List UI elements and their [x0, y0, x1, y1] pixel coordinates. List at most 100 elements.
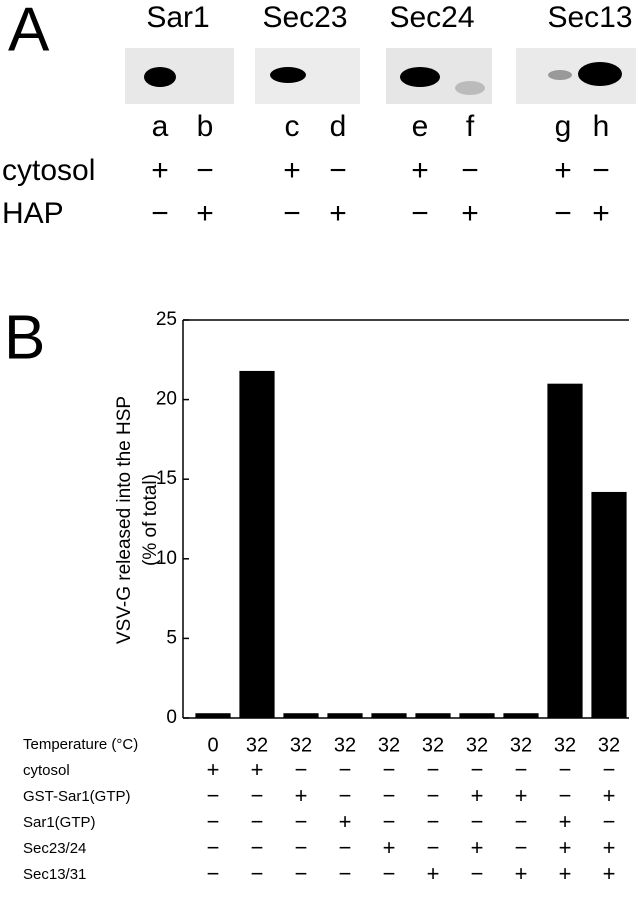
- condition-symbol: +: [603, 835, 616, 860]
- condition-symbol: −: [207, 783, 220, 808]
- condition-symbol: +: [603, 783, 616, 808]
- row-symbol: +: [554, 154, 572, 187]
- x-tick-label: 32: [334, 734, 356, 756]
- y-tick-label: 15: [156, 468, 177, 489]
- condition-symbol: +: [427, 861, 440, 886]
- condition-symbol: −: [251, 835, 264, 860]
- row-symbol: +: [411, 154, 429, 187]
- row-symbol: +: [151, 154, 169, 187]
- row-symbol: −: [151, 197, 169, 230]
- row-symbol: +: [592, 197, 610, 230]
- x-tick-label: 32: [290, 734, 312, 756]
- condition-symbol: −: [251, 861, 264, 886]
- x-tick-label: 32: [422, 734, 444, 756]
- condition-label: cytosol: [23, 762, 70, 779]
- x-tick-label: 32: [510, 734, 532, 756]
- lane-label: f: [466, 110, 475, 143]
- condition-symbol: +: [471, 835, 484, 860]
- condition-symbol: +: [559, 861, 572, 886]
- condition-symbol: −: [295, 757, 308, 782]
- y-tick-label: 10: [156, 548, 177, 569]
- protein-label: Sec13: [547, 1, 632, 34]
- condition-symbol: −: [207, 835, 220, 860]
- condition-symbol: −: [339, 783, 352, 808]
- row-symbol: +: [461, 197, 479, 230]
- condition-symbol: −: [383, 809, 396, 834]
- blot-band: [455, 81, 485, 95]
- y-tick-label: 5: [166, 627, 177, 648]
- y-axis-label: (% of total): [140, 474, 161, 566]
- x-tick-label: 32: [378, 734, 400, 756]
- condition-symbol: +: [383, 835, 396, 860]
- blots: [125, 48, 636, 104]
- y-tick-label: 0: [166, 707, 177, 728]
- protein-label: Sec23: [262, 1, 347, 34]
- lane-label: e: [412, 110, 429, 143]
- row-symbol: −: [283, 197, 301, 230]
- condition-symbol: −: [339, 835, 352, 860]
- row-symbol: −: [554, 197, 572, 230]
- condition-symbol: −: [383, 861, 396, 886]
- condition-symbol: −: [471, 757, 484, 782]
- condition-symbol: −: [383, 757, 396, 782]
- condition-symbol: −: [515, 835, 528, 860]
- condition-symbol: −: [427, 757, 440, 782]
- row-symbol: −: [461, 154, 479, 187]
- condition-symbol: −: [471, 809, 484, 834]
- condition-symbol: −: [383, 783, 396, 808]
- condition-symbol: −: [251, 809, 264, 834]
- bar: [459, 713, 495, 718]
- condition-symbol: +: [559, 809, 572, 834]
- condition-symbol: −: [295, 809, 308, 834]
- row-symbol: −: [196, 154, 214, 187]
- condition-symbol: −: [339, 861, 352, 886]
- bar: [371, 713, 407, 718]
- condition-symbol: −: [207, 861, 220, 886]
- y-axis-label: VSV-G released into the HSP: [114, 396, 135, 644]
- bar: [195, 713, 231, 718]
- bar: [547, 383, 583, 718]
- condition-symbol: −: [427, 809, 440, 834]
- blot-band: [548, 70, 572, 80]
- condition-symbol: +: [207, 757, 220, 782]
- lane-label: d: [330, 110, 347, 143]
- x-tick-label: 32: [598, 734, 620, 756]
- condition-label: Sar1(GTP): [23, 814, 96, 831]
- blot: [125, 48, 234, 104]
- condition-label: Sec13/31: [23, 866, 86, 883]
- condition-label: GST-Sar1(GTP): [23, 788, 131, 805]
- condition-symbol: −: [339, 757, 352, 782]
- row-label: cytosol: [2, 154, 95, 187]
- x-tick-label: 32: [466, 734, 488, 756]
- row-symbol: +: [196, 197, 214, 230]
- x-tick-label: 0: [207, 734, 218, 756]
- bar: [591, 491, 627, 718]
- x-tick-label: 32: [246, 734, 268, 756]
- condition-symbol: +: [251, 757, 264, 782]
- row-symbol: −: [329, 154, 347, 187]
- bar: [283, 713, 319, 718]
- condition-symbol: −: [295, 861, 308, 886]
- y-tick-label: 20: [156, 389, 177, 410]
- condition-symbol: +: [471, 783, 484, 808]
- category-axis-label: Temperature (°C): [23, 736, 138, 753]
- blot-band: [400, 67, 440, 87]
- condition-symbol: −: [515, 809, 528, 834]
- lane-label: b: [197, 110, 214, 143]
- lane-label: a: [152, 110, 169, 143]
- condition-symbol: +: [603, 861, 616, 886]
- condition-label: Sec23/24: [23, 840, 86, 857]
- condition-symbol: −: [207, 809, 220, 834]
- condition-symbol: +: [559, 835, 572, 860]
- condition-symbol: −: [427, 783, 440, 808]
- condition-symbol: −: [295, 835, 308, 860]
- condition-symbol: −: [427, 835, 440, 860]
- row-symbol: −: [592, 154, 610, 187]
- panel-label: B: [4, 303, 45, 372]
- panel-label: A: [8, 0, 50, 64]
- row-label: HAP: [2, 197, 64, 230]
- row-symbol: +: [283, 154, 301, 187]
- condition-symbol: +: [515, 861, 528, 886]
- lane-label: g: [555, 110, 572, 143]
